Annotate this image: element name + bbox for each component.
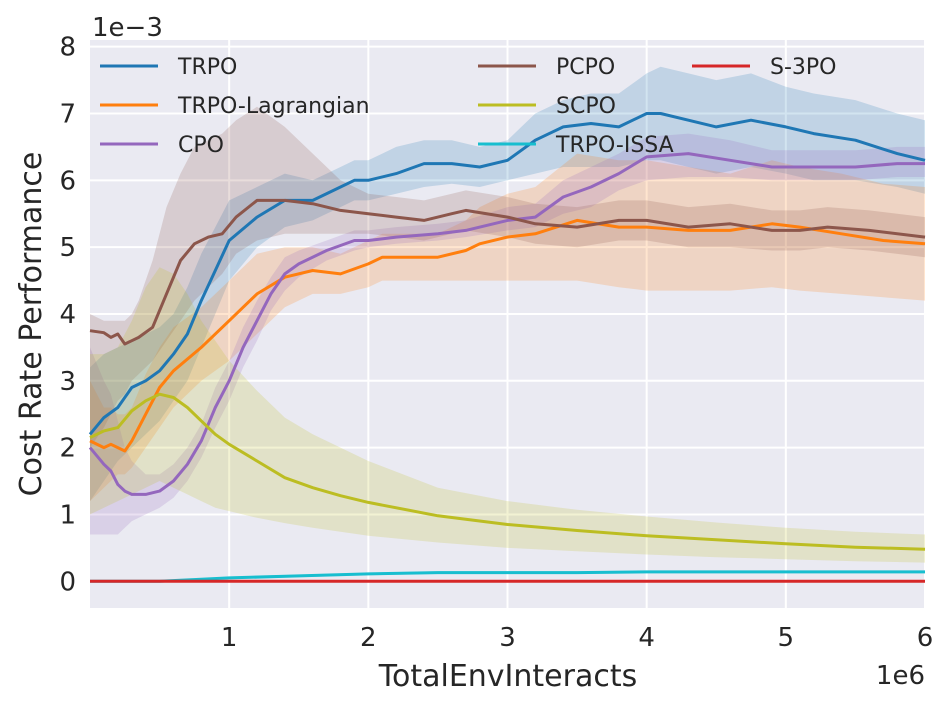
series-lines: [88, 112, 926, 583]
x-tick-label: 2: [360, 623, 377, 653]
trpo-issa-line: [90, 570, 925, 583]
x-offset-label: 1e6: [876, 661, 925, 691]
x-axis-label: TotalEnvInteracts: [378, 659, 637, 694]
x-tick-label: 6: [917, 623, 934, 653]
x-tick-label: 4: [638, 623, 655, 653]
trpo-lagrangian-line: [89, 218, 926, 453]
y-tick-label: 3: [59, 367, 76, 397]
x-tick-label: 5: [778, 623, 795, 653]
x-tick-label: 1: [221, 623, 238, 653]
legend-label-s-3po: S-3PO: [770, 55, 836, 80]
y-ticks: 0 1 2 3 4 5 6 7 8: [59, 33, 76, 598]
legend-label-pcpo: PCPO: [556, 55, 615, 80]
legend: TRPO TRPO-Lagrangian CPO PCPO SCPO TRPO-ISSA S…: [100, 55, 836, 158]
y-tick-label: 1: [59, 500, 76, 530]
trpo-lagrangian-band: [90, 153, 925, 502]
x-ticks: 1 2 3 4 5 6: [221, 623, 933, 653]
y-offset-label: 1e−3: [92, 13, 163, 43]
trpo-band: [90, 66, 925, 502]
legend-label-trpo-lagrangian: TRPO-Lagrangian: [177, 94, 370, 119]
legend-label-trpo-issa: TRPO-ISSA: [555, 133, 674, 158]
x-tick-label: 3: [499, 623, 516, 653]
y-axis-label: Cost Rate Performance: [14, 152, 49, 497]
y-tick-label: 6: [59, 166, 76, 196]
legend-label-scpo: SCPO: [556, 94, 616, 119]
cpo-band: [90, 133, 925, 535]
y-tick-label: 0: [59, 567, 76, 597]
y-tick-label: 7: [59, 100, 76, 130]
grid: [90, 40, 926, 608]
confidence-bands: [90, 66, 925, 582]
legend-label-cpo: CPO: [178, 133, 224, 158]
cpo-line: [88, 152, 925, 496]
scpo-band: [90, 267, 925, 563]
y-tick-label: 5: [59, 233, 76, 263]
y-tick-label: 2: [59, 434, 76, 464]
pcpo-band: [90, 106, 925, 448]
pcpo-line: [89, 198, 926, 346]
y-tick-label: 8: [59, 33, 76, 63]
y-tick-label: 4: [59, 300, 76, 330]
legend-label-trpo: TRPO: [177, 55, 237, 80]
trpo-line: [88, 112, 926, 436]
scpo-line: [89, 392, 926, 551]
